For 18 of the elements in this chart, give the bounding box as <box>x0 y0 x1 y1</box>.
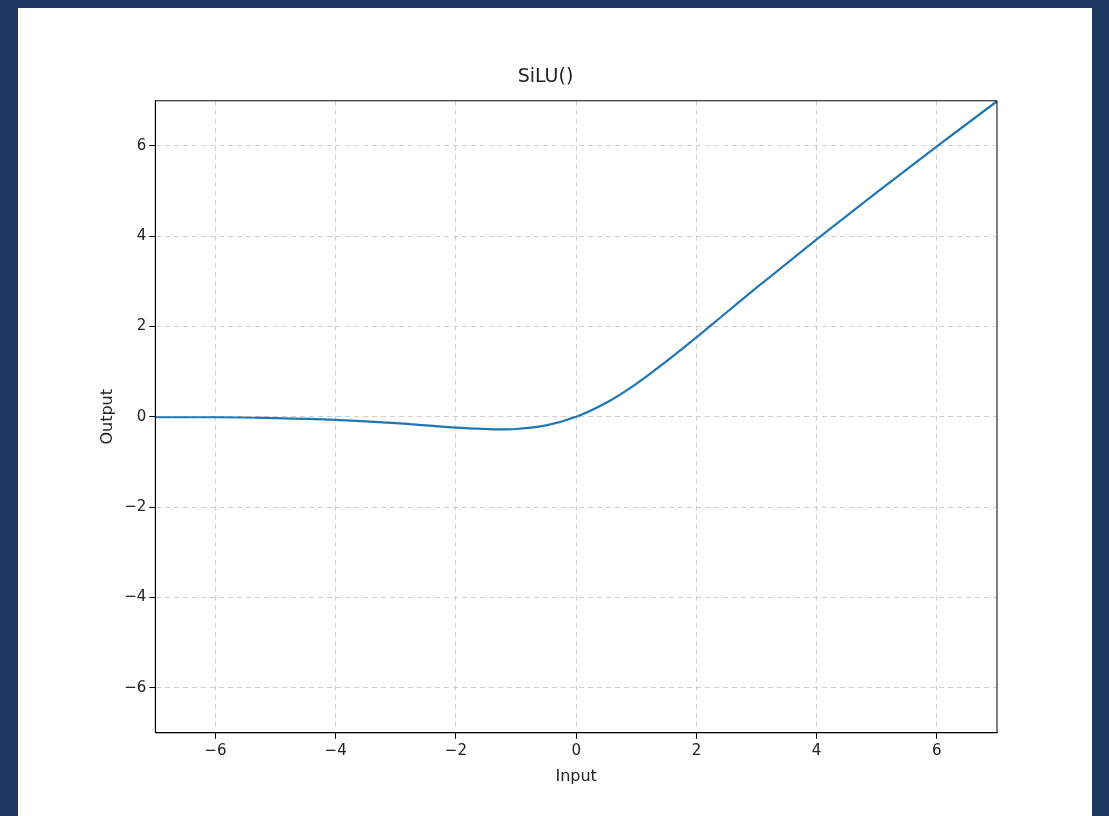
y-tick-label: 6 <box>136 135 147 154</box>
y-tick-label: −4 <box>124 587 147 606</box>
x-tick-label: 0 <box>571 740 581 759</box>
x-tick-label: −4 <box>324 740 347 759</box>
y-axis-title: Output <box>96 389 116 445</box>
y-tick-label: 4 <box>136 226 147 245</box>
y-tick-label: 0 <box>136 406 147 425</box>
x-tick-label: 4 <box>811 740 822 759</box>
y-tick-label: 2 <box>136 316 147 335</box>
x-axis-title: Input <box>555 765 597 785</box>
x-tick-label: 2 <box>691 740 702 759</box>
x-tick-label: −6 <box>204 740 227 759</box>
x-tick-label: 6 <box>932 740 942 759</box>
x-tick-label: −2 <box>444 740 467 759</box>
chart-title: SiLU() <box>517 64 574 87</box>
y-tick-label: −6 <box>124 677 147 696</box>
y-tick-label: −2 <box>124 496 147 515</box>
line-series <box>155 100 997 431</box>
